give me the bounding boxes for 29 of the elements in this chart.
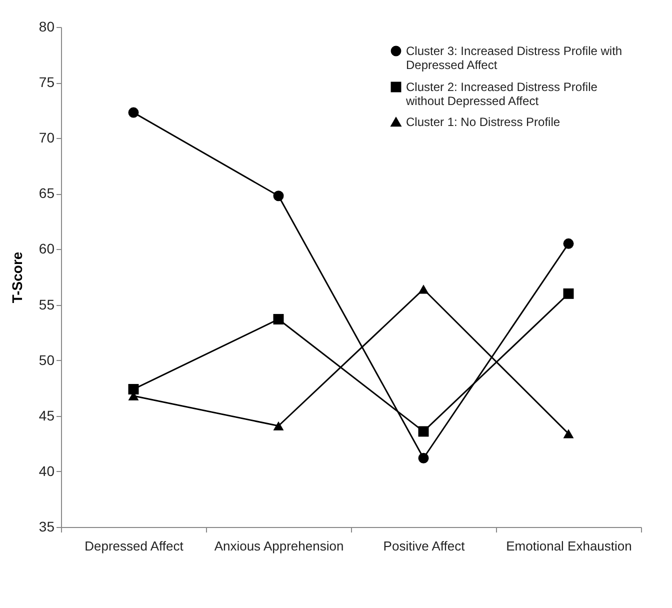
y-tick-label: 65	[38, 185, 55, 202]
y-tick-label: 40	[38, 462, 55, 479]
y-tick-label: 60	[38, 240, 55, 257]
y-axis-title: T-Score	[8, 252, 25, 304]
y-tick-label: 55	[38, 296, 55, 312]
point	[128, 107, 139, 118]
legend-label: Cluster 1: No Distress Profile	[406, 115, 560, 129]
point	[418, 452, 429, 464]
point	[418, 284, 429, 294]
y-tick-label: 80	[38, 18, 55, 34]
x-tick-label: Depressed Affect	[84, 538, 184, 554]
point	[563, 288, 574, 299]
x-tick-label: Positive Affect	[383, 538, 466, 554]
y-tick-label: 35	[38, 518, 55, 534]
legend-label: Cluster 3: Increased Distress Profile with Depressed Affect	[406, 44, 622, 72]
point	[563, 238, 574, 249]
point	[418, 426, 429, 437]
point	[273, 421, 284, 430]
x-tick-label: Anxious Apprehension	[214, 538, 344, 554]
y-tick-label: 50	[38, 352, 55, 368]
point	[273, 190, 284, 202]
point	[273, 314, 284, 324]
x-tick-label: Emotional Exhaustion	[506, 538, 632, 554]
y-tick-label: 70	[38, 130, 55, 146]
legend-label: Cluster 2: Increased Distress Profile without Depressed Affect	[405, 80, 598, 108]
point	[128, 384, 139, 394]
y-tick-label: 75	[38, 74, 55, 90]
point	[563, 429, 574, 438]
y-tick-label: 45	[38, 407, 55, 424]
